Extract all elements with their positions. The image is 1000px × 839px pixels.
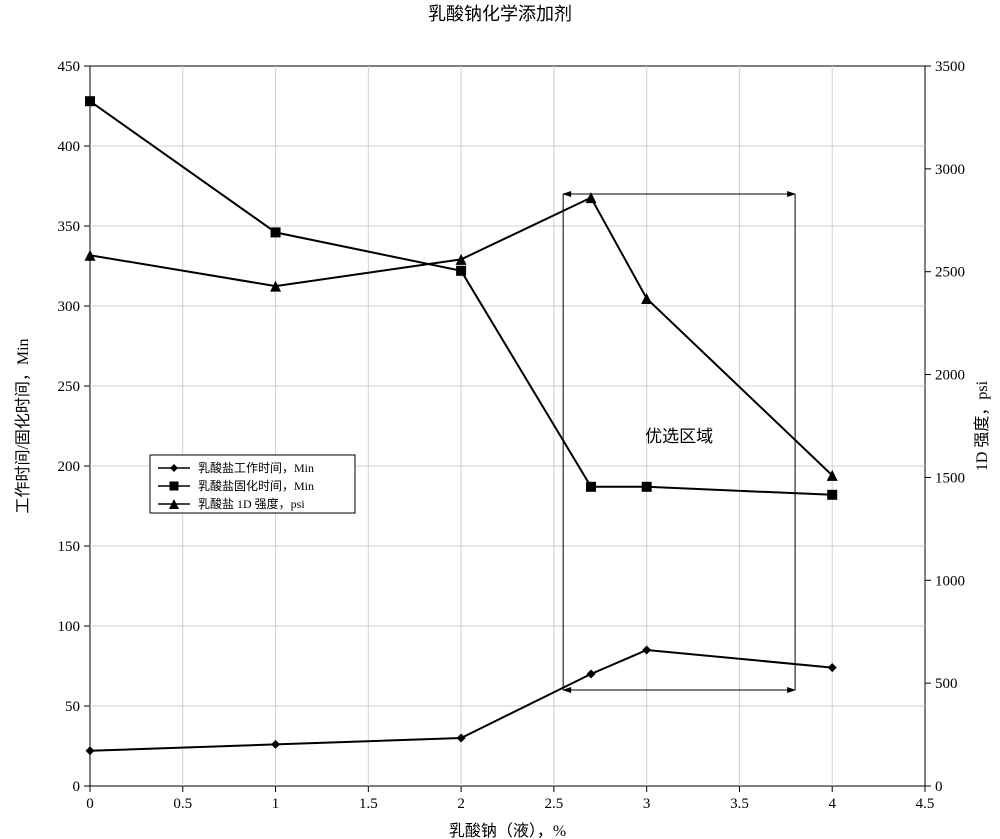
x-tick-label: 2.5 [545,796,564,812]
plot-area [90,66,925,786]
y-left-tick-label: 350 [58,219,81,235]
y-left-tick-label: 0 [73,779,81,795]
y-right-tick-label: 500 [935,676,958,692]
chart-container: 乳酸钠化学添加剂 00.511.522.533.544.5乳酸钠（液），%050… [0,0,1000,833]
x-axis-label: 乳酸钠（液），% [449,822,566,839]
x-tick-label: 4 [828,796,836,812]
x-tick-label: 2 [457,796,465,812]
y-right-tick-label: 1000 [935,573,965,589]
x-tick-label: 3.5 [730,796,749,812]
x-tick-label: 1.5 [359,796,378,812]
y-left-tick-label: 450 [58,59,81,75]
legend-label: 乳酸盐工作时间，Min [198,460,314,475]
y-right-tick-label: 3500 [935,59,965,75]
x-tick-label: 4.5 [916,796,935,812]
legend-label: 乳酸盐 1D 强度，psi [198,496,305,511]
x-tick-label: 0.5 [173,796,192,812]
marker-square [456,266,466,276]
marker-square [85,96,95,106]
y-left-tick-label: 150 [58,539,81,555]
y-right-tick-label: 2000 [935,368,965,384]
y-right-tick-label: 1500 [935,470,965,486]
marker-square [170,482,179,491]
y-left-tick-label: 50 [65,699,80,715]
y-left-tick-label: 400 [58,139,81,155]
chart-title: 乳酸钠化学添加剂 [0,0,1000,26]
y-left-tick-label: 100 [58,619,81,635]
legend-label: 乳酸盐固化时间，Min [198,478,314,493]
y-left-tick-label: 300 [58,299,81,315]
chart-svg: 0 0.5 1 1.5 2 2.5 3 3.5 4 4.5 乳酸钠（液），% 0 50 100 150 200… [0,26,1000,839]
x-tick-label: 1 [272,796,280,812]
y-left-axis-label: 工作时间/固化时间，Min [14,338,32,513]
region-label: 优选区域 [645,427,713,446]
marker-square [642,482,652,492]
x-tick-label: 3 [643,796,651,812]
y-right-tick-label: 3000 [935,162,965,178]
y-right-axis-label: 1D 强度，psi [973,380,991,471]
x-tick-label: 0 [86,796,94,812]
marker-square [827,490,837,500]
y-left-tick-label: 200 [58,459,81,475]
legend: 乳酸盐工作时间，Min 乳酸盐固化时间，Min 乳酸盐 1D 强度，psi [150,455,355,513]
marker-square [586,482,596,492]
y-left-tick-label: 250 [58,379,81,395]
marker-square [271,227,281,237]
y-right-tick-label: 2500 [935,265,965,281]
y-right-tick-label: 0 [935,779,943,795]
